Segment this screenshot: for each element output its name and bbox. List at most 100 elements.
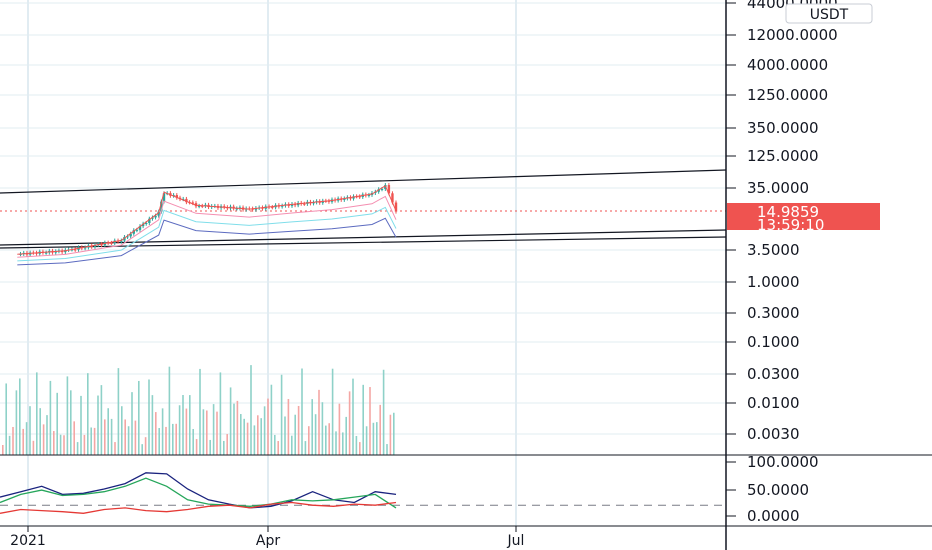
volume-bar: [131, 392, 133, 455]
price-tick-label: 1.0000: [747, 273, 800, 291]
candle-body: [93, 244, 97, 247]
volume-bar: [287, 399, 290, 455]
price-tick-label: 12000.0000: [747, 26, 838, 44]
candle-body: [145, 222, 148, 224]
candle-body: [148, 218, 151, 223]
volume-bar: [250, 365, 252, 455]
volume-bar: [386, 444, 388, 455]
volume-bar: [199, 368, 201, 455]
volume-bar: [229, 387, 232, 455]
volume-bar: [63, 435, 65, 455]
volume-bar: [362, 384, 364, 455]
candle-body: [74, 249, 77, 251]
volume-bar: [151, 395, 154, 455]
volume-bar: [39, 408, 41, 455]
volume-bar: [29, 406, 31, 455]
candle-body: [391, 193, 394, 203]
volume-bar: [342, 432, 344, 455]
candle-body: [138, 226, 142, 230]
oscillator-pane: [0, 472, 726, 514]
candle-body: [280, 205, 284, 207]
candle-body: [312, 202, 315, 204]
volume-bar: [110, 418, 113, 455]
oscillator-tick-label: 100.0000: [747, 453, 819, 471]
time-axis[interactable]: 2021 Apr Jul: [10, 526, 524, 549]
last-price-tag: 14.9859 13:59:10: [727, 203, 880, 234]
volume-bar: [134, 420, 137, 455]
volume-bar: [56, 392, 58, 455]
volume-bar: [284, 416, 286, 455]
volume-bar: [355, 435, 358, 455]
oscillator-tick-label: 0.0000: [747, 507, 800, 525]
candle-body: [387, 185, 391, 194]
volume-bar: [382, 369, 385, 455]
candle-body: [123, 237, 126, 241]
countdown-timer: 13:59:10: [757, 216, 824, 234]
price-tick-label: 1250.0000: [747, 86, 828, 104]
volume-bar: [22, 428, 24, 455]
trend-line-lower-2[interactable]: [0, 236, 727, 249]
volume-bar: [263, 406, 266, 455]
moving-average-line: [17, 206, 397, 262]
price-tick-label: 125.0000: [747, 147, 819, 165]
volume-bar: [12, 426, 14, 455]
volume-bar: [25, 422, 28, 455]
volume-bar: [158, 428, 160, 455]
volume-bar: [46, 415, 48, 455]
volume-bar: [291, 435, 293, 455]
volume-bar: [223, 440, 225, 455]
candle-body: [110, 242, 113, 244]
price-axis[interactable]: 44000.000012000.00004000.00001250.000035…: [726, 0, 838, 525]
volume-bar: [297, 405, 300, 455]
volume-bar: [144, 437, 147, 455]
candle-body: [157, 211, 160, 216]
volume-bar: [206, 410, 208, 455]
volume-bar: [369, 387, 371, 455]
trend-line-upper[interactable]: [0, 169, 727, 194]
volume-bar: [185, 408, 188, 455]
volume-bar: [335, 431, 337, 455]
volume-bar: [165, 426, 167, 455]
candle-body: [154, 215, 157, 218]
volume-bar: [19, 378, 21, 455]
volume-bar: [121, 406, 123, 455]
candle-body: [44, 252, 48, 254]
volume-bar: [236, 400, 239, 455]
candle-body: [303, 203, 306, 205]
volume-bar: [107, 408, 109, 455]
moving-average-line: [17, 185, 397, 255]
volume-bar: [209, 439, 211, 455]
oscillator-line: [0, 477, 397, 509]
volume-bar: [70, 390, 72, 455]
volume-bar: [294, 414, 296, 455]
volume-bar: [53, 431, 55, 455]
volume-bar: [338, 403, 341, 455]
volume-bar: [219, 372, 222, 455]
volume-bar: [365, 426, 368, 455]
oscillator-tick-label: 50.0000: [747, 481, 809, 499]
candle-body: [290, 203, 294, 206]
volume-bar: [175, 423, 177, 455]
candle-body: [162, 193, 166, 202]
volume-bar: [36, 372, 38, 455]
volume-bar: [172, 423, 174, 455]
candle-body: [380, 188, 384, 190]
price-tick-label: 0.3000: [747, 304, 800, 322]
candle-body: [235, 208, 238, 210]
currency-badge[interactable]: USDT: [785, 3, 873, 24]
candle-body: [327, 200, 331, 202]
price-series: [0, 183, 726, 266]
volume-bar: [325, 425, 327, 455]
volume-bar: [376, 422, 378, 455]
volume-bar: [379, 404, 381, 455]
candle-body: [201, 205, 204, 207]
candle-body: [343, 198, 346, 200]
volume-bar: [5, 383, 7, 455]
volume-bar: [233, 403, 235, 455]
trend-lines[interactable]: [0, 169, 727, 249]
candle-body: [151, 217, 154, 219]
volume-bar: [314, 414, 317, 455]
volume-bar: [352, 378, 354, 455]
